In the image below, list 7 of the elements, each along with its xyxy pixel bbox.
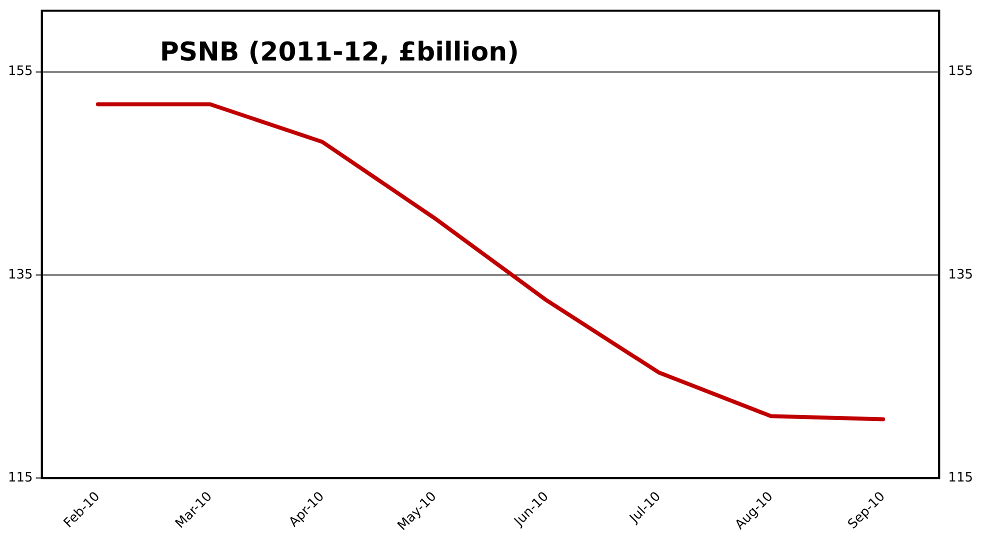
y2-tick-label: 115 bbox=[948, 470, 974, 486]
y-tick-label: 115 bbox=[8, 470, 33, 486]
y2-tick-label: 135 bbox=[948, 267, 974, 282]
y-tick-label: 135 bbox=[8, 267, 33, 282]
y-tick-label: 155 bbox=[8, 64, 33, 80]
y2-tick-label: 155 bbox=[948, 64, 974, 80]
text: PSNB (2011-12, £billion) bbox=[160, 38, 519, 68]
